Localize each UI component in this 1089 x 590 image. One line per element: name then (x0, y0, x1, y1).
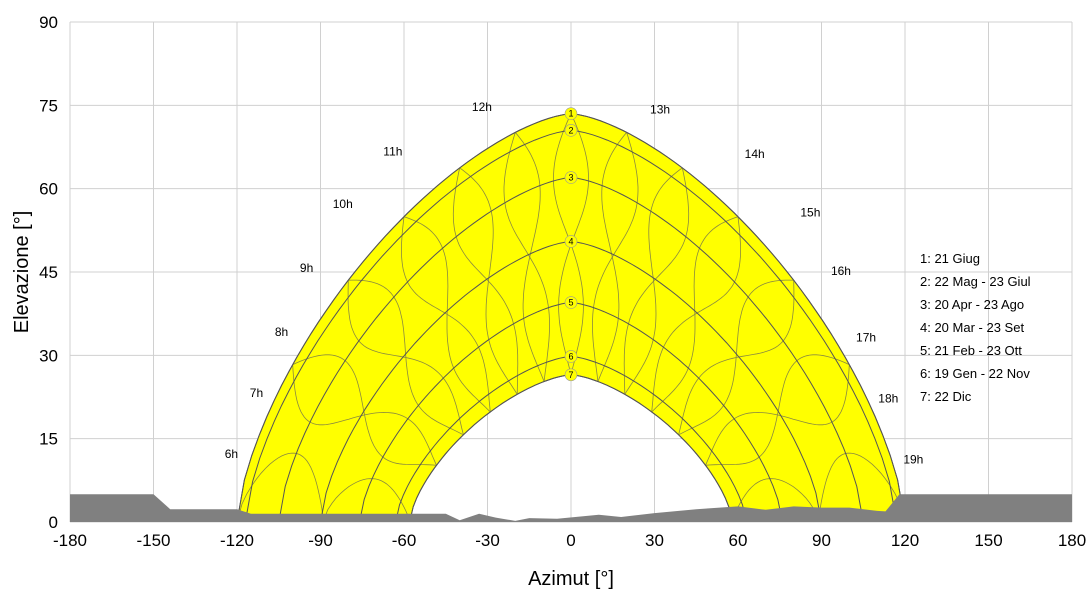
hour-line (623, 167, 690, 395)
y-tick-label: 15 (39, 430, 58, 449)
hour-label: 17h (856, 330, 876, 344)
day-marker-label: 1 (568, 109, 573, 119)
hour-label: 7h (250, 386, 263, 400)
day-marker-label: 4 (568, 236, 573, 246)
day-marker-label: 6 (568, 351, 573, 361)
x-tick-label: -30 (475, 531, 500, 550)
legend-entry: 4: 20 Mar - 23 Set (920, 320, 1024, 335)
hour-label: 10h (333, 197, 353, 211)
hour-line (292, 354, 437, 466)
x-tick-label: 90 (812, 531, 831, 550)
y-tick-label: 45 (39, 263, 58, 282)
legend: 1: 21 Giug 2: 22 Mag - 23 Giul 3: 20 Apr -… (920, 251, 1031, 404)
day-marker-label: 3 (568, 173, 573, 183)
hour-line (592, 132, 639, 382)
day-marker-6 (564, 350, 578, 363)
hour-labels: 6h 7h 8h 9h 10h 11h 12h 13h 14h 15h 16h 17h 18h 19h (225, 100, 924, 467)
hour-label: 19h (903, 453, 923, 467)
hour-label: 9h (300, 261, 313, 275)
day-marker-4 (564, 235, 578, 248)
hour-label: 11h (383, 144, 402, 158)
x-tick-label: -150 (136, 531, 170, 550)
hour-line (459, 167, 518, 395)
hour-lines (236, 113, 906, 522)
horizon-area (70, 494, 1072, 522)
hour-line (237, 478, 410, 522)
hour-line (651, 216, 741, 412)
legend-entry: 7: 22 Dic (920, 389, 972, 404)
y-tick-label: 60 (39, 180, 58, 199)
day-marker-2 (564, 124, 578, 137)
x-tick-label: 30 (645, 531, 664, 550)
hour-label: 15h (800, 205, 820, 219)
hour-label: 14h (745, 147, 765, 161)
hour-label: 13h (650, 103, 670, 117)
x-tick-label: 120 (891, 531, 919, 550)
day-marker-label: 7 (568, 370, 573, 380)
x-axis-label: Azimut [°] (528, 568, 614, 590)
x-tick-label: 60 (729, 531, 748, 550)
legend-entry: 6: 19 Gen - 22 Nov (920, 366, 1030, 381)
hour-label: 18h (878, 392, 898, 406)
hour-line (732, 478, 905, 522)
legend-entry: 1: 21 Giug (920, 251, 980, 266)
day-marker-label: 5 (568, 298, 573, 308)
hour-line (705, 364, 850, 466)
tick-labels: -180 -150 -120 -90 -60 -30 0 30 60 90 120 150 180015… (39, 13, 1086, 550)
day-marker-5 (564, 296, 578, 309)
hour-label: 12h (472, 100, 492, 114)
hour-line (732, 452, 906, 522)
day-marker-7 (564, 368, 578, 382)
hour-line (348, 279, 464, 436)
x-tick-label: 150 (974, 531, 1002, 550)
x-tick-label: -120 (220, 531, 254, 550)
hour-label: 16h (831, 264, 851, 278)
x-tick-label: -90 (308, 531, 333, 550)
x-tick-label: -60 (392, 531, 417, 550)
legend-entry: 2: 22 Mag - 23 Giul (920, 274, 1031, 289)
legend-entry: 3: 20 Apr - 23 Ago (920, 297, 1024, 312)
hour-line (678, 280, 795, 435)
y-tick-label: 90 (39, 13, 58, 32)
y-axis-label: Elevazione [°] (11, 211, 33, 334)
day-markers: 1 2 3 4 5 6 7 (564, 107, 578, 382)
day-marker-3 (564, 171, 578, 184)
legend-entry: 5: 21 Feb - 23 Ott (920, 343, 1022, 358)
hour-line (403, 216, 491, 413)
hour-line (514, 132, 545, 382)
y-tick-label: 75 (39, 96, 58, 115)
x-tick-label: -180 (53, 531, 87, 550)
hour-label: 6h (225, 447, 238, 461)
hour-label: 8h (275, 325, 288, 339)
x-tick-label: 0 (566, 531, 575, 550)
horizon-profile (70, 494, 1072, 522)
day-marker-1 (564, 107, 578, 120)
y-tick-label: 30 (39, 346, 58, 365)
x-tick-label: 180 (1058, 531, 1086, 550)
y-tick-label: 0 (49, 513, 58, 532)
day-marker-label: 2 (568, 125, 573, 135)
hour-line (236, 452, 410, 522)
